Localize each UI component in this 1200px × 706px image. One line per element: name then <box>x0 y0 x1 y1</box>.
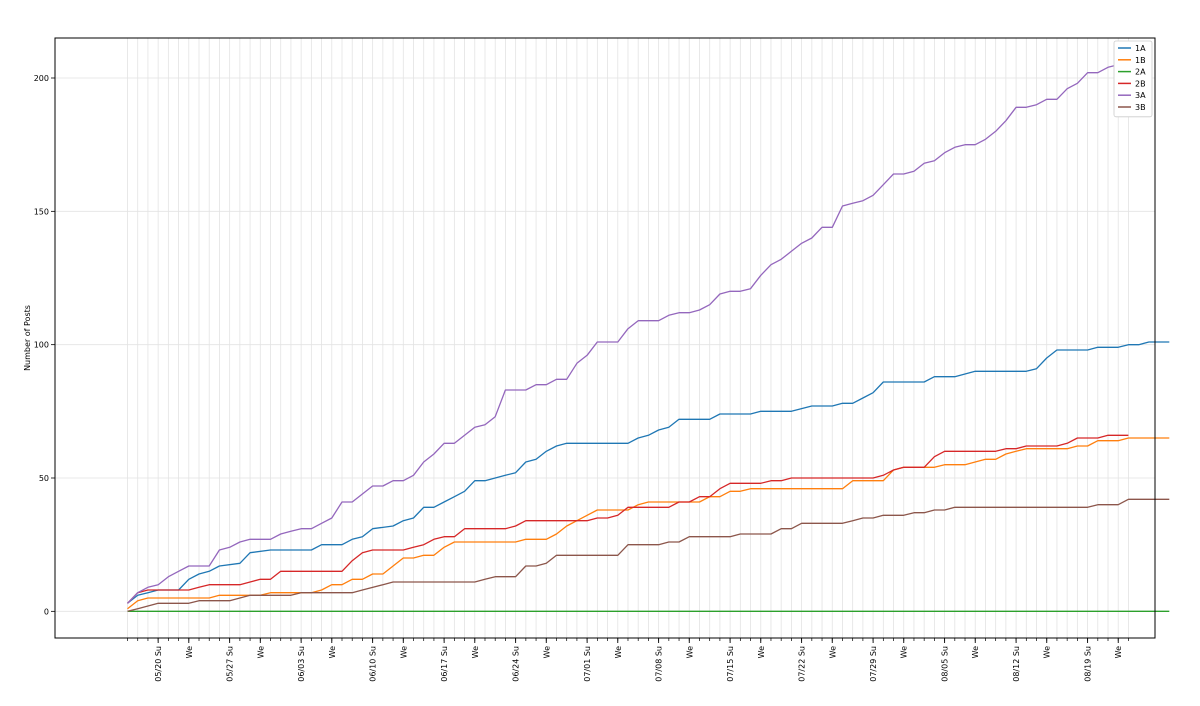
x-tick-label: 07/01 Su <box>583 646 592 682</box>
x-tick-label: 08/19 Su <box>1084 646 1093 682</box>
x-tick-label: We <box>757 646 766 658</box>
x-tick-label: 07/15 Su <box>726 646 735 682</box>
x-tick-label: 06/24 Su <box>512 646 521 682</box>
legend-label: 3B <box>1135 103 1146 112</box>
y-tick-label: 50 <box>39 474 49 483</box>
x-tick-label: 08/12 Su <box>1012 646 1021 682</box>
series-line-1b <box>127 437 1170 610</box>
legend-box <box>1113 40 1153 118</box>
x-tick-label: 07/29 Su <box>869 646 878 682</box>
x-tick-label: We <box>256 646 265 658</box>
x-tick-label: We <box>1114 646 1123 658</box>
x-tick-label: We <box>471 646 480 658</box>
x-tick-label: We <box>685 646 694 658</box>
series-line-2b <box>127 434 1129 604</box>
series-layer <box>127 64 1170 612</box>
x-tick-label: We <box>185 646 194 658</box>
x-tick-label: We <box>1043 646 1052 658</box>
x-tick-label: 07/22 Su <box>798 646 807 682</box>
y-tick-label: 150 <box>34 207 49 216</box>
x-tick-label: 06/10 Su <box>369 646 378 682</box>
y-tick-label: 100 <box>34 341 49 350</box>
legend-label: 2B <box>1135 79 1146 88</box>
x-tick-label: 06/17 Su <box>440 646 449 682</box>
x-axis: 05/20 Su We 05/27 Su We 06/03 Su We 06/10 Su We… <box>127 638 1129 682</box>
x-tick-label: We <box>614 646 623 658</box>
legend: 1A 1B 2A 2B 3A 3B <box>1113 40 1153 118</box>
plot-frame <box>54 37 1156 639</box>
grid-layer <box>55 38 1155 638</box>
y-tick-label: 0 <box>44 607 49 616</box>
x-tick-label: We <box>971 646 980 658</box>
x-tick-label: 05/27 Su <box>226 646 235 682</box>
x-tick-label: 08/05 Su <box>941 646 950 682</box>
x-tick-label: We <box>542 646 551 658</box>
x-tick-label: 05/20 Su <box>154 646 163 682</box>
legend-label: 3A <box>1135 91 1146 100</box>
x-tick-label: We <box>828 646 837 658</box>
y-axis: 0 50 100 150 200 <box>34 74 55 616</box>
legend-label: 1A <box>1135 44 1146 53</box>
legend-label: 2A <box>1135 68 1146 77</box>
x-tick-label: 06/03 Su <box>297 646 306 682</box>
x-tick-label: We <box>328 646 337 658</box>
x-tick-label: We <box>900 646 909 658</box>
legend-label: 1B <box>1135 56 1146 65</box>
series-line-3a <box>127 64 1139 604</box>
x-tick-label: We <box>399 646 408 658</box>
y-axis-label: Number of Posts <box>23 305 32 371</box>
y-tick-label: 200 <box>34 74 49 83</box>
series-line-3b <box>127 498 1170 612</box>
x-tick-label: 07/08 Su <box>655 646 664 682</box>
series-line-1a <box>127 341 1170 604</box>
